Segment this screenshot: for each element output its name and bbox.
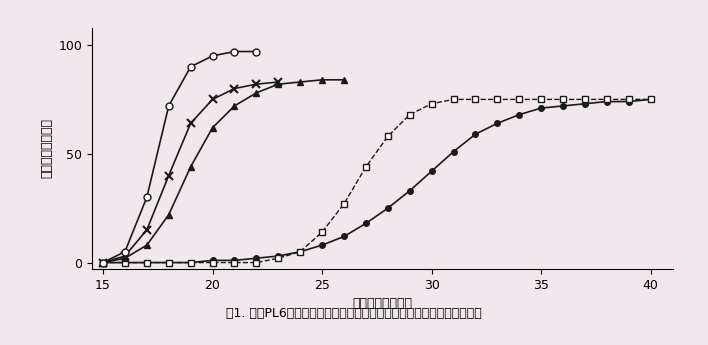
X-axis label: ふ化後日数（日）: ふ化後日数（日） (353, 297, 412, 310)
Legend: 第1世代, 第2世代, 第3世代, 第4世代, 第8世代: 第1世代, 第2世代, 第3世代, 第4世代, 第8世代 (210, 342, 555, 345)
Text: 図1. 関東PL6における北陸産ツマグロヨコバイの選抜各世代の羽化状況: 図1. 関東PL6における北陸産ツマグロヨコバイの選抜各世代の羽化状況 (226, 307, 482, 321)
Y-axis label: 累積羽化率（％）: 累積羽化率（％） (40, 118, 53, 178)
